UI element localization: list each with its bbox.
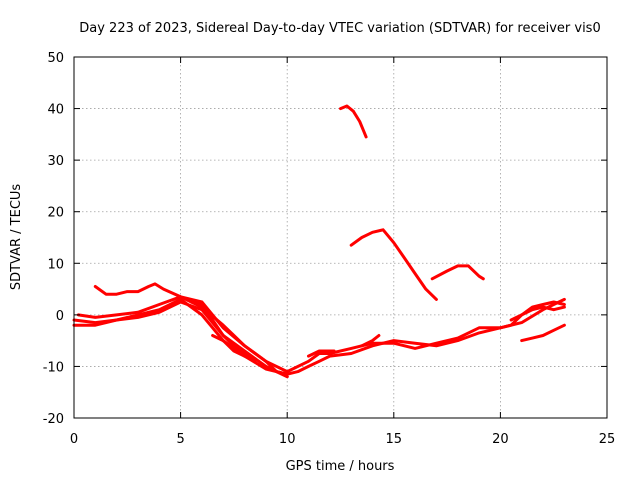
x-tick-label: 10 (279, 432, 296, 447)
series-track-8 (285, 297, 566, 374)
y-tick-label: 40 (47, 103, 64, 118)
series-track-9 (307, 349, 336, 358)
series-track-14 (520, 323, 566, 343)
series-track-6 (211, 334, 257, 363)
x-tick-label: 0 (70, 432, 78, 447)
y-tick-label: 0 (56, 309, 64, 324)
grid-lines (74, 57, 607, 418)
x-axis-title: GPS time / hours (286, 459, 395, 474)
y-tick-label: -10 (43, 360, 64, 375)
series-track-10 (360, 334, 381, 348)
y-tick-label: -20 (43, 412, 64, 427)
axis-ticks: 0 5 10 15 20 25 -20 -10 0 10 20 30 40 50 (43, 51, 616, 447)
y-tick-label: 30 (47, 154, 64, 169)
series-track-15 (509, 305, 566, 322)
x-tick-label: 25 (599, 432, 616, 447)
y-tick-label: 10 (47, 257, 64, 272)
y-tick-label: 20 (47, 206, 64, 221)
chart-title: Day 223 of 2023, Sidereal Day-to-day VTE… (79, 21, 600, 36)
y-axis-title: SDTVAR / TECUs (9, 184, 24, 291)
y-tick-label: 50 (47, 51, 64, 66)
data-series (72, 104, 566, 379)
x-tick-label: 20 (492, 432, 509, 447)
series-track-11 (339, 104, 368, 139)
x-tick-label: 5 (176, 432, 184, 447)
x-tick-label: 15 (386, 432, 403, 447)
series-track-13 (430, 264, 485, 281)
series-track-4 (93, 282, 289, 379)
series-track-5 (189, 300, 257, 361)
plot-frame (73, 56, 608, 419)
series-track-12 (349, 228, 438, 301)
